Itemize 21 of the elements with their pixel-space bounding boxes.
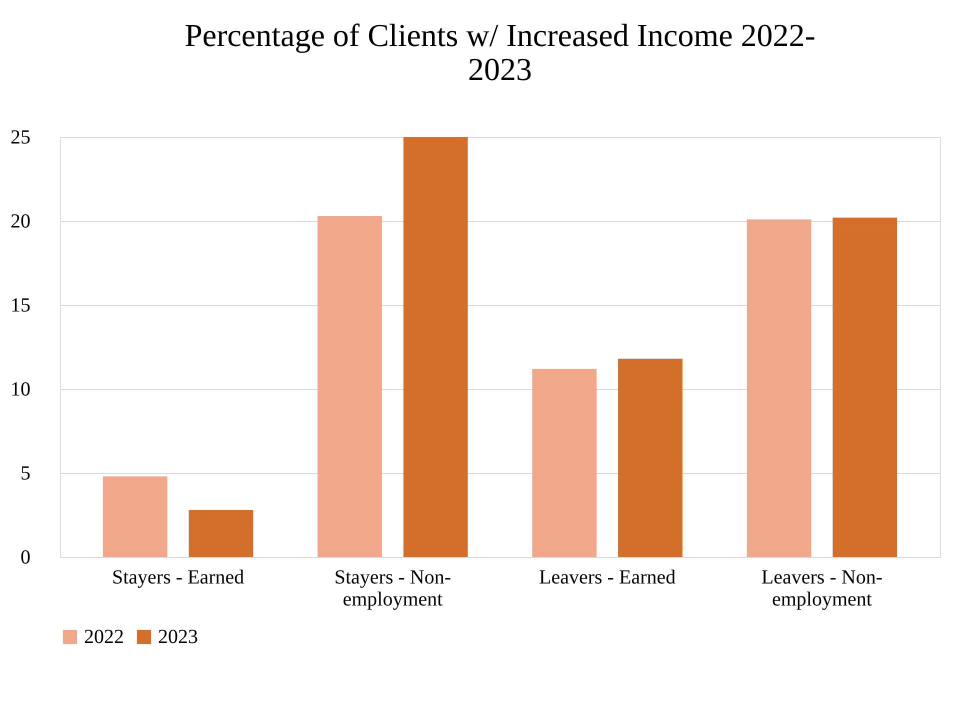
x-tick-label: Stayers - Non-employment	[334, 566, 452, 610]
x-tick-label: Stayers - Earned	[112, 566, 244, 588]
y-tick-label: 5	[20, 462, 30, 484]
x-tick-label: Leavers - Earned	[539, 566, 676, 588]
y-tick-label: 10	[10, 378, 30, 400]
bar	[532, 368, 597, 557]
bar	[318, 216, 382, 557]
legend-label: 2023	[158, 626, 198, 648]
bar	[102, 476, 168, 557]
y-tick-label: 0	[20, 546, 30, 568]
bar	[403, 137, 468, 557]
legend-label: 2022	[84, 626, 124, 648]
bar	[832, 218, 898, 557]
bar	[618, 358, 682, 557]
y-tick-label: 20	[10, 210, 30, 232]
chart-title: Percentage of Clients w/ Increased Income 2022-2023	[184, 17, 816, 87]
y-tick-label: 25	[10, 126, 30, 148]
y-tick-label: 15	[10, 294, 30, 316]
bar	[188, 510, 254, 557]
x-tick-label: Leavers - Non-employment	[761, 566, 882, 610]
bar	[746, 219, 812, 557]
